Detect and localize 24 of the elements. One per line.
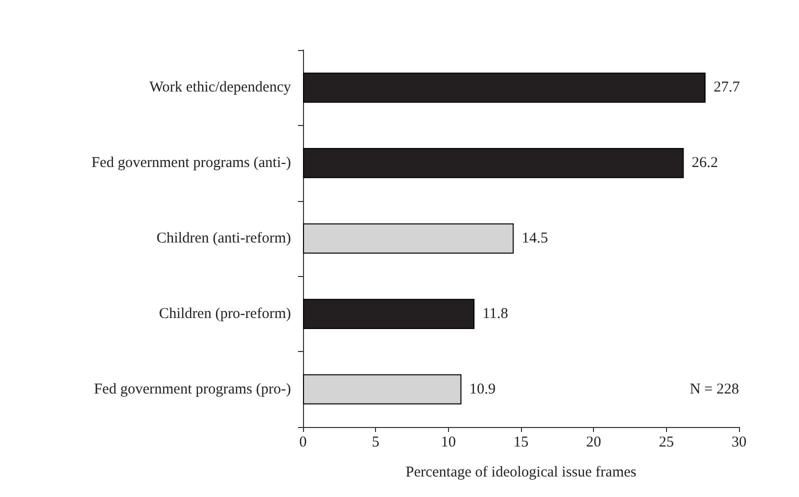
x-tick-label: 15: [514, 434, 528, 450]
x-tick-label: 30: [732, 434, 746, 450]
y-tick-label: Fed government programs (anti-): [91, 155, 291, 172]
x-axis-title: Percentage of ideological issue frames: [406, 464, 637, 480]
annotation: N = 228: [690, 382, 740, 398]
x-tick-label: 5: [372, 434, 380, 450]
y-tick-label: Children (pro-reform): [158, 306, 291, 322]
bar: [303, 374, 462, 404]
data-label: 10.9: [469, 381, 496, 398]
data-label: 26.2: [692, 155, 718, 172]
data-label: 11.8: [482, 306, 508, 322]
bar: [303, 223, 514, 254]
x-tick-label: 20: [586, 434, 602, 450]
y-tick-label: Work ethic/dependency: [149, 80, 292, 96]
y-tick-label: Children (anti-reform): [156, 230, 292, 246]
x-tick-label: 25: [658, 434, 674, 450]
bar: [303, 148, 684, 178]
x-tick-label: 0: [299, 434, 307, 450]
x-tick-label: 10: [440, 434, 456, 450]
data-label: 14.5: [522, 230, 548, 246]
bar: [303, 72, 706, 103]
bar: [303, 298, 474, 329]
data-label: 27.7: [714, 80, 740, 96]
y-tick-label: Fed government programs (pro-): [94, 381, 291, 398]
